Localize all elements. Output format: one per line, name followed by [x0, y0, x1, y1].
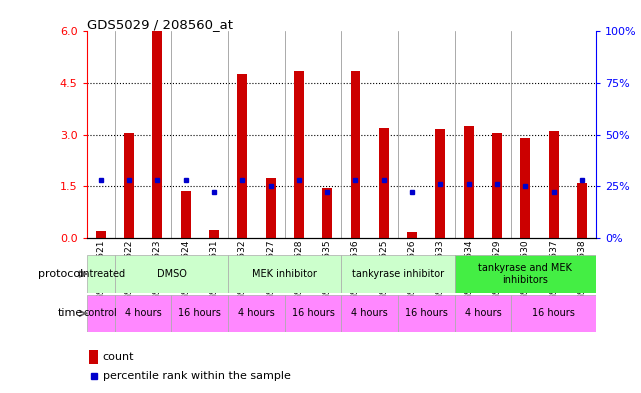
Bar — [379, 128, 388, 238]
Text: 16 hours: 16 hours — [405, 309, 447, 318]
Text: count: count — [103, 352, 135, 362]
Text: untreated: untreated — [77, 269, 125, 279]
Text: 16 hours: 16 hours — [178, 309, 221, 318]
Bar — [96, 231, 106, 238]
Bar — [181, 191, 190, 238]
Bar — [454, 295, 512, 332]
Bar — [549, 131, 558, 238]
Bar — [407, 231, 417, 238]
Bar — [435, 129, 445, 238]
Bar — [512, 295, 596, 332]
Bar — [341, 255, 454, 293]
Bar — [398, 295, 454, 332]
Bar — [351, 71, 360, 238]
Text: control: control — [84, 309, 117, 318]
Bar — [454, 255, 596, 293]
Text: 16 hours: 16 hours — [292, 309, 335, 318]
Bar — [265, 178, 276, 238]
Bar — [322, 188, 332, 238]
Bar — [341, 295, 398, 332]
Text: 4 hours: 4 hours — [465, 309, 501, 318]
Bar — [237, 74, 247, 238]
Bar — [89, 350, 98, 364]
Bar — [294, 71, 304, 238]
Bar — [87, 295, 115, 332]
Text: 4 hours: 4 hours — [351, 309, 388, 318]
Text: MEK inhibitor: MEK inhibitor — [253, 269, 317, 279]
Bar — [209, 230, 219, 238]
Text: time: time — [58, 309, 83, 318]
Bar — [285, 295, 341, 332]
Text: percentile rank within the sample: percentile rank within the sample — [103, 371, 291, 382]
Bar — [464, 126, 474, 238]
Bar — [228, 295, 285, 332]
Text: 16 hours: 16 hours — [532, 309, 575, 318]
Bar — [577, 183, 587, 238]
Text: 4 hours: 4 hours — [238, 309, 275, 318]
Text: GDS5029 / 208560_at: GDS5029 / 208560_at — [87, 18, 233, 31]
Text: DMSO: DMSO — [156, 269, 187, 279]
Bar — [153, 31, 162, 238]
Bar — [115, 295, 172, 332]
Text: 4 hours: 4 hours — [125, 309, 162, 318]
Bar — [87, 255, 115, 293]
Bar — [115, 255, 228, 293]
Bar — [124, 133, 134, 238]
Text: protocol: protocol — [38, 269, 83, 279]
Text: tankyrase inhibitor: tankyrase inhibitor — [352, 269, 444, 279]
Text: tankyrase and MEK
inhibitors: tankyrase and MEK inhibitors — [478, 263, 572, 285]
Bar — [228, 255, 341, 293]
Bar — [520, 138, 530, 238]
Bar — [492, 133, 502, 238]
Bar — [172, 295, 228, 332]
